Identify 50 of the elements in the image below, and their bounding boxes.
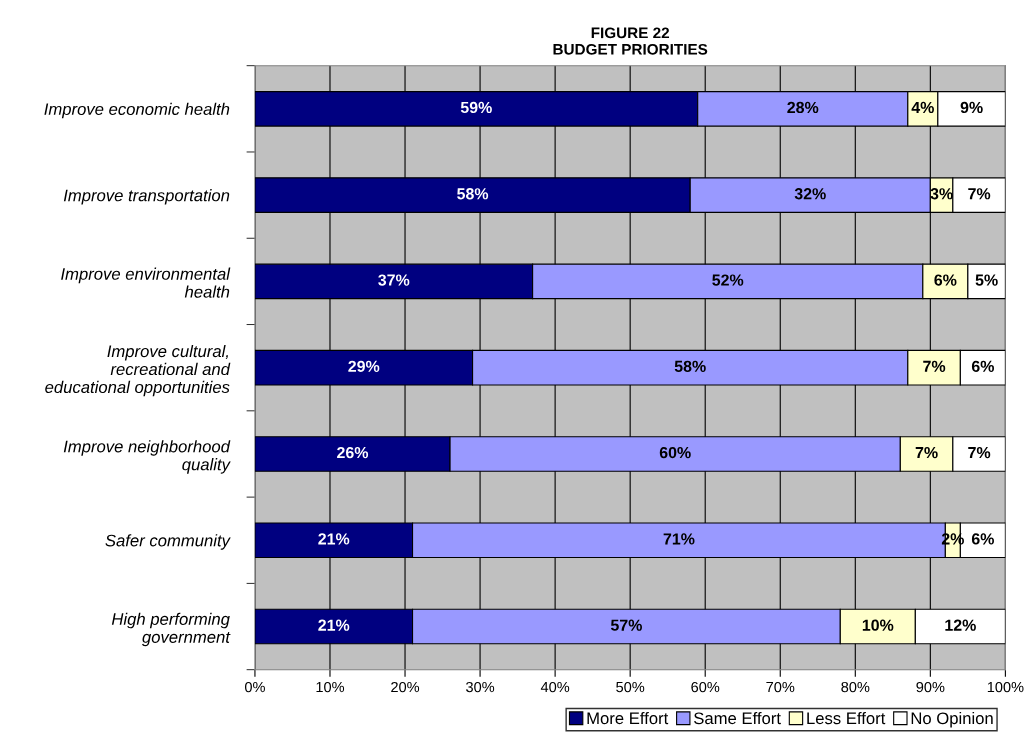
data-label: 60% bbox=[659, 446, 691, 459]
data-label: 7% bbox=[968, 188, 991, 200]
data-label: 29% bbox=[348, 360, 380, 372]
x-tick-label: 10% bbox=[316, 681, 345, 693]
x-tick-label: 40% bbox=[540, 681, 570, 693]
legend-label: No Opinion bbox=[911, 711, 993, 728]
x-tick-label: 0% bbox=[244, 681, 265, 693]
data-label: 9% bbox=[960, 101, 983, 114]
chart-subtitle: BUDGET PRIORITIES bbox=[553, 43, 708, 55]
x-tick-label: 30% bbox=[466, 681, 495, 693]
x-tick-label: 80% bbox=[841, 681, 870, 693]
legend-label: Less Effort bbox=[807, 711, 886, 725]
data-label: 12% bbox=[945, 619, 976, 631]
x-tick-label: 20% bbox=[391, 681, 420, 693]
x-tick-label: 70% bbox=[766, 681, 795, 693]
legend-label: More Effort bbox=[587, 711, 669, 725]
data-label: 6% bbox=[971, 533, 994, 545]
data-label: 26% bbox=[337, 446, 369, 459]
data-label: 10% bbox=[862, 619, 894, 631]
data-label: 21% bbox=[318, 619, 350, 631]
data-label: 32% bbox=[794, 188, 826, 200]
y-tick-label: Improve neighborhood quality bbox=[63, 440, 231, 474]
y-tick-label: High performing government bbox=[111, 612, 231, 647]
y-tick-label: Improve cultural, recreational and educational opportunities bbox=[45, 344, 231, 397]
y-tick-label: Improve environmental health bbox=[61, 267, 231, 298]
data-label: 57% bbox=[610, 619, 642, 631]
data-label: 52% bbox=[712, 274, 744, 286]
x-tick-label: 100% bbox=[987, 681, 1024, 693]
x-tick-label: 60% bbox=[691, 681, 720, 693]
data-label: 28% bbox=[787, 101, 819, 114]
data-label: 59% bbox=[460, 101, 492, 114]
data-label: 7% bbox=[923, 360, 946, 372]
y-tick-label: Safer community bbox=[105, 534, 231, 550]
data-label: 5% bbox=[975, 274, 998, 286]
data-label: 7% bbox=[968, 446, 991, 459]
x-tick-label: 50% bbox=[616, 681, 645, 693]
legend-label: Same Effort bbox=[694, 711, 781, 725]
data-label: 37% bbox=[378, 274, 410, 286]
y-tick-label: Improve economic health bbox=[44, 102, 230, 119]
x-tick-label: 90% bbox=[916, 681, 945, 693]
y-tick-label: Improve transportation bbox=[63, 189, 230, 205]
data-label: 6% bbox=[971, 360, 994, 372]
data-label: 7% bbox=[915, 446, 938, 459]
data-label: 6% bbox=[934, 274, 957, 286]
data-label: 58% bbox=[457, 188, 489, 200]
data-label: 71% bbox=[663, 533, 695, 545]
data-label: 4% bbox=[911, 101, 934, 114]
chart-title: FIGURE 22 bbox=[591, 27, 670, 39]
data-label: 21% bbox=[318, 533, 350, 545]
data-label: 58% bbox=[674, 360, 706, 372]
